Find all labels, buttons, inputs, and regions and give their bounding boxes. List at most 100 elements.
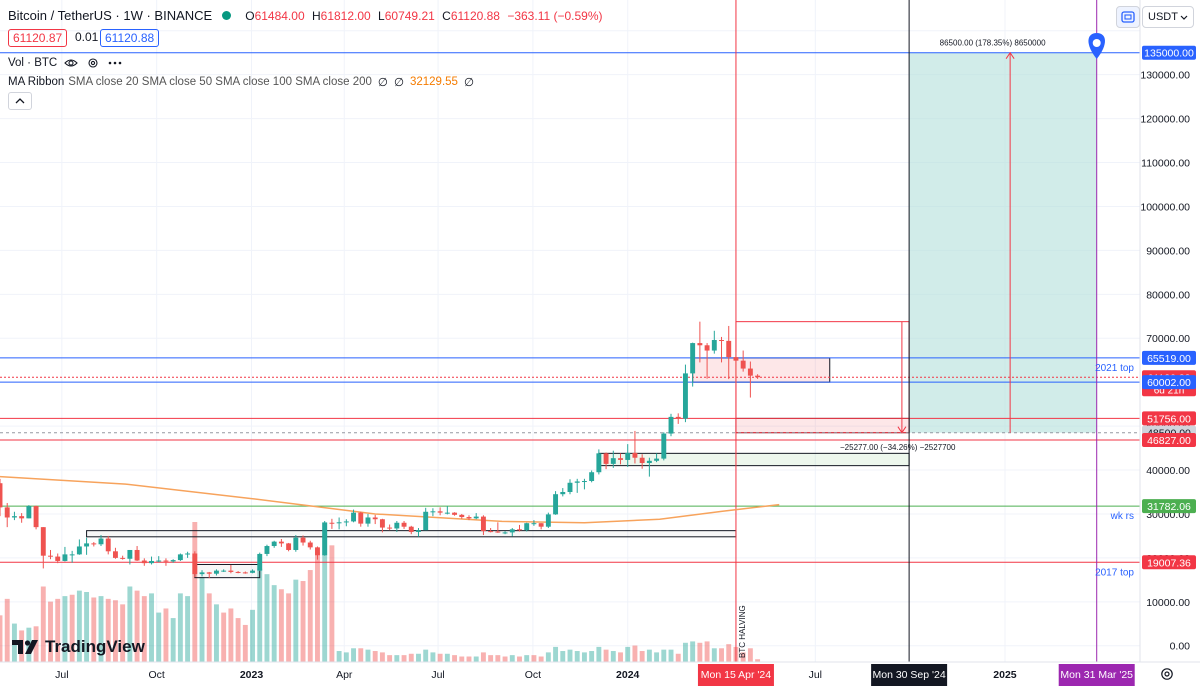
candle-body (603, 453, 609, 464)
volume-bar (553, 646, 559, 662)
candle-body (120, 557, 126, 559)
candle-body (574, 481, 580, 483)
candle-body (545, 514, 551, 527)
volume-bar (62, 596, 68, 662)
volume-bar (4, 598, 10, 662)
collapse-legend-button[interactable] (8, 92, 32, 110)
candle-body (495, 531, 501, 533)
volume-bar (509, 655, 515, 662)
candle-body (726, 340, 732, 358)
candle-body (502, 532, 508, 534)
volume-bar (329, 545, 335, 662)
volume-bar (654, 652, 660, 662)
volume-bar (596, 646, 602, 662)
tradingview-logo[interactable]: TradingView (12, 637, 145, 657)
candle-body (91, 543, 97, 545)
candle-body (589, 472, 595, 482)
volume-bar (112, 600, 118, 662)
volume-bar (177, 593, 183, 662)
horizontal-lines (0, 52, 1140, 563)
volume-bar (755, 659, 761, 662)
price-tick-label: 0.00 (1170, 641, 1191, 653)
ma-value-4: ∅ (463, 77, 474, 89)
settings-icon[interactable] (85, 55, 101, 71)
candle-body (394, 522, 400, 529)
volume-bar (271, 585, 277, 662)
candle-body (242, 572, 248, 574)
candle-body (4, 507, 10, 518)
volume-bar (416, 653, 421, 662)
price-axis[interactable]: 0.0010000.0020000.0030000.0040000.005000… (1139, 0, 1200, 688)
candle-body (84, 543, 90, 547)
price-label-badge (1142, 499, 1196, 514)
candle-body (112, 551, 118, 558)
volume-bar (351, 648, 356, 662)
ma-value-2: ∅ (393, 77, 404, 89)
time-tick-label: 2023 (240, 669, 264, 681)
volume-indicator-legend[interactable]: Vol · BTC (8, 55, 123, 71)
price-tick-label: 10000.00 (1146, 597, 1190, 609)
candle-body (300, 537, 306, 543)
volume-bar (322, 522, 328, 662)
volume-bar (192, 522, 198, 662)
candle-body (40, 527, 46, 556)
tradingview-wordmark: TradingView (45, 637, 145, 656)
volume-bar (170, 618, 176, 662)
candle-body (711, 340, 717, 351)
volume-bar (257, 568, 263, 662)
date-label-badge (1058, 664, 1135, 686)
candle-body (625, 452, 631, 460)
eye-icon[interactable] (63, 55, 79, 71)
candle-body (466, 517, 472, 519)
volume-bar (315, 552, 320, 662)
level-note: 2017 top (1095, 567, 1134, 578)
time-axis[interactable]: Jul Oct 2023 Apr Jul Oct 2024 Jul 2025 Mon 15 Apr… (0, 661, 1200, 688)
screenshot-button[interactable] (1116, 6, 1140, 28)
ma-ribbon-legend[interactable]: MA Ribbon SMA close 20 SMA close 50 SMA … (8, 75, 474, 89)
more-options-icon[interactable] (107, 55, 123, 71)
candle-body (365, 517, 371, 524)
volume-bar (675, 653, 681, 662)
volume-bar (495, 655, 501, 662)
volume-bar (646, 649, 652, 662)
volume-bar (214, 604, 219, 662)
chart-settings-icon[interactable] (1160, 667, 1174, 684)
candle-body (747, 368, 753, 376)
market-status-icon (222, 11, 232, 20)
volume-bar (278, 589, 284, 662)
halving-label: BTC HALVING (738, 605, 747, 658)
volume-bar (480, 652, 486, 662)
candle-body (141, 560, 147, 564)
candle-body (264, 546, 270, 554)
close-value: 61120.88 (450, 8, 500, 23)
price-label-badge (1142, 375, 1196, 390)
chevron-down-icon (1180, 15, 1188, 20)
candle-body (0, 483, 3, 508)
volume-bar (401, 655, 407, 662)
price-tick-label: 40000.00 (1146, 465, 1190, 477)
range-zone (194, 563, 261, 579)
buy-price-button[interactable]: 61120.88 (100, 29, 160, 47)
date-label-badge (871, 664, 948, 686)
candle-body (654, 458, 660, 461)
price-label-text: 135000.00 (1144, 48, 1194, 60)
volume-bar (394, 655, 400, 662)
volume-bar (517, 656, 522, 662)
currency-select[interactable]: USDT (1142, 6, 1194, 28)
candle-body (33, 506, 39, 528)
candle-body (610, 458, 616, 464)
symbol-title[interactable]: Bitcoin / TetherUS · 1W · BINANCE (8, 8, 213, 23)
bar-countdown-text: 6d 21h (1154, 385, 1185, 396)
candle-body (76, 546, 82, 555)
volume-bar (538, 656, 544, 662)
candle-body (719, 340, 724, 342)
sell-price-button[interactable]: 61120.87 (8, 29, 68, 47)
volume-bar (156, 612, 162, 662)
candle-body (293, 537, 299, 550)
volume-bar (358, 648, 364, 662)
volume-bar (365, 649, 371, 662)
volume-bar (379, 652, 385, 662)
candle-body (697, 343, 703, 346)
candle-body (170, 560, 176, 562)
